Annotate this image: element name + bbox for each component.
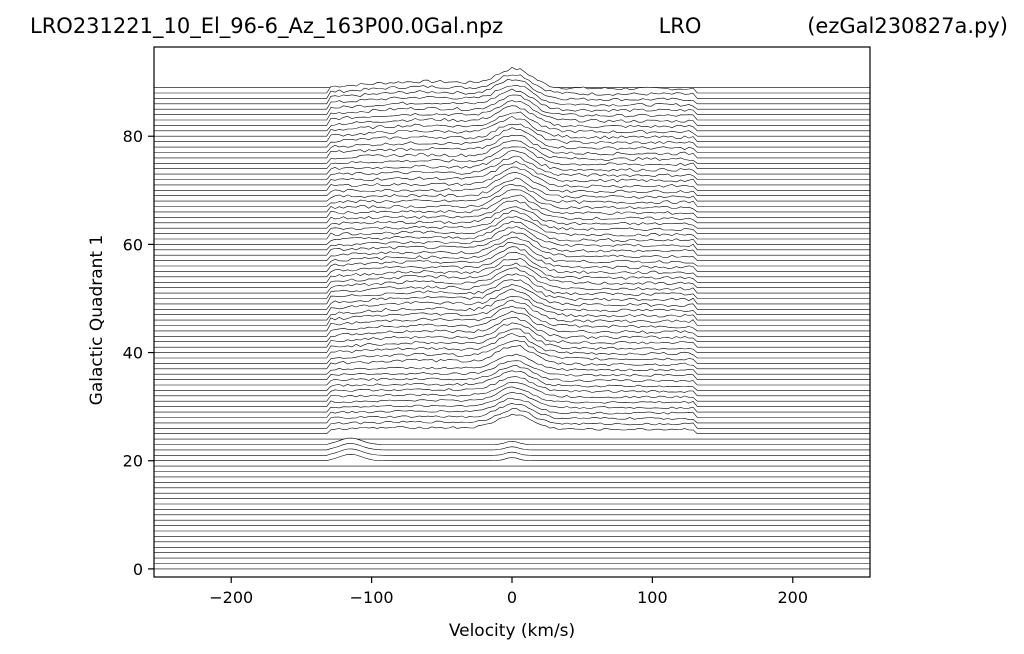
x-tick-label: −200 — [209, 588, 253, 607]
y-axis: 0 20 40 60 80 — [123, 127, 154, 579]
ridgeline-23 — [154, 437, 870, 445]
chart-title-file: LRO231221_10_El_96-6_Az_163P00.0Gal.npz — [30, 14, 503, 39]
x-tick-label: 0 — [507, 588, 517, 607]
y-tick-label: 0 — [133, 560, 143, 579]
ridgeline-21 — [154, 448, 870, 456]
x-tick-label: −100 — [350, 588, 394, 607]
chart-title-script: (ezGal230827a.py) — [807, 14, 1008, 38]
x-tick-label: 100 — [637, 588, 668, 607]
ridgeline-traces — [154, 67, 870, 570]
y-tick-label: 40 — [123, 344, 143, 363]
y-tick-label: 60 — [123, 235, 143, 254]
x-axis-label: Velocity (km/s) — [449, 621, 575, 641]
x-tick-label: 200 — [778, 588, 809, 607]
ridgeline-22 — [154, 443, 870, 451]
ridgeline-25 — [154, 413, 870, 434]
chart-title-site: LRO — [659, 14, 702, 38]
y-tick-label: 80 — [123, 127, 143, 146]
y-axis-label: Galactic Quadrant 1 — [87, 235, 107, 406]
y-tick-label: 20 — [123, 452, 143, 471]
ridgeline-20 — [154, 453, 870, 461]
x-axis: −200 −100 0 100 200 — [209, 577, 808, 607]
